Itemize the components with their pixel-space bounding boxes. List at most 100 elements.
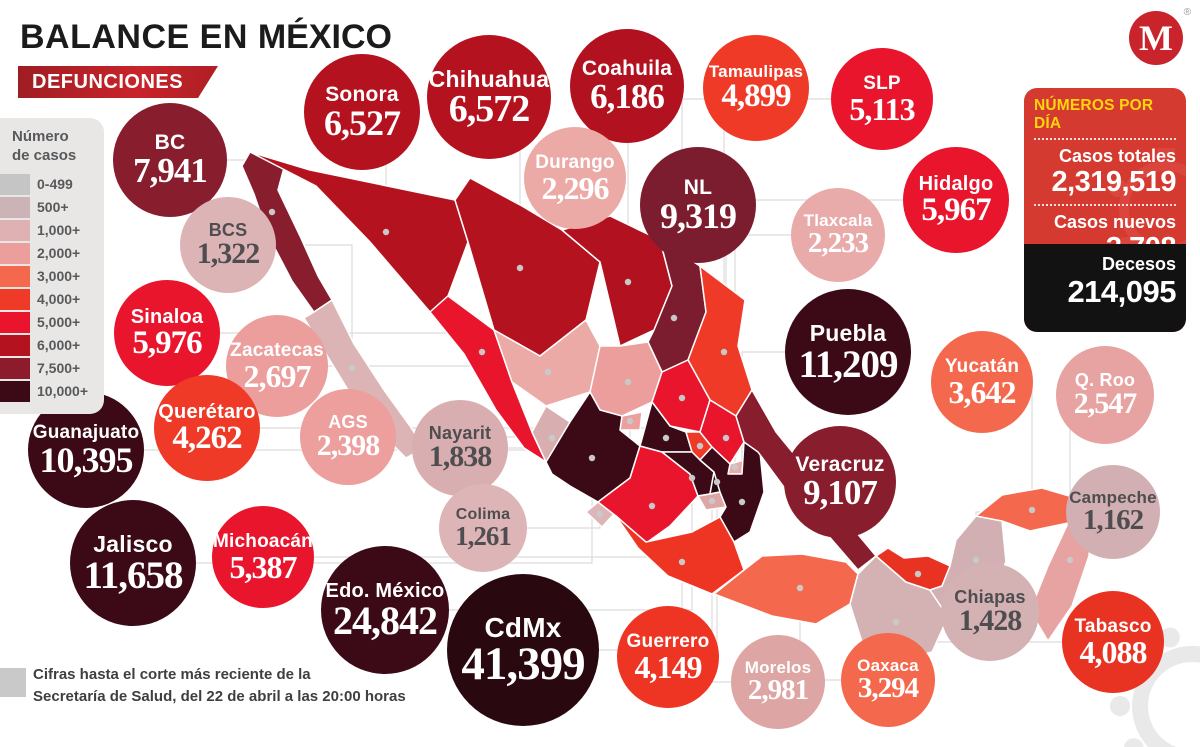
state-bubble: Campeche 1,162 [1066,465,1160,559]
state-name: Sinaloa [130,305,204,328]
legend-item: 1,000+ [0,219,104,241]
stats-row-label: Casos totales [1058,146,1176,166]
deaths-value: 214,095 [1067,274,1176,309]
state-name: Guerrero [626,630,710,652]
stats-panel: NÚMEROS POR DÍA Casos totales 2,319,519 Ca… [1024,88,1186,332]
legend-label: 500+ [37,199,69,215]
leader-dot [688,474,696,482]
state-bubble: Nayarit 1,838 [412,400,508,496]
leader-dot [478,348,486,356]
state-value: 5,387 [229,548,298,585]
dotted-divider [1034,138,1176,140]
state-value: 5,967 [921,191,991,228]
state-bubble: Chihuahua 6,572 [427,35,551,159]
legend-swatch [0,357,30,379]
leader-dot [722,434,730,442]
legend-swatch [0,196,30,218]
milenio-m-letter: M [1139,18,1173,58]
state-name: Nayarit [428,423,492,444]
leader-dot [624,278,632,286]
state-bubble: BCS 1,322 [180,197,276,293]
legend-label: 4,000+ [37,291,81,307]
state-name: Chiapas [954,587,1026,608]
state-value: 2,981 [747,674,809,707]
state-bubble: AGS 2,398 [300,389,396,485]
state-name: Coahuila [581,57,673,81]
state-bubble: Jalisco 11,658 [70,500,196,626]
leader-dot [626,417,634,425]
leader-dot [1066,556,1074,564]
state-name: Hidalgo [918,172,994,195]
state-value: 2,296 [541,169,610,206]
leader-dot [662,434,670,442]
leader-dot [516,264,524,272]
legend-label: 7,500+ [37,360,81,376]
footnote: Cifras hasta el corte más reciente de la… [33,664,406,708]
state-value: 1,322 [196,237,260,271]
legend-label: 5,000+ [37,314,81,330]
leader-dot [914,570,922,578]
state-value: 1,838 [428,440,492,474]
leader-dot [382,228,390,236]
state-bubble: CdMx 41,399 [447,574,599,726]
leader-dot [596,510,604,518]
state-name: BC [154,131,186,155]
state-name: Tamaulipas [708,62,804,82]
state-value: 7,941 [133,151,208,191]
state-bubble: Coahuila 6,186 [570,29,684,143]
state-name: NL [683,175,713,199]
milenio-logo: M ® [1129,7,1191,67]
state-polygon [615,515,745,595]
state-bubble: Sonora 6,527 [304,54,420,170]
state-value: 11,209 [798,342,898,386]
stats-row-label: Casos nuevos [1053,211,1176,232]
deaths-label: Decesos [1101,254,1176,274]
footnote-line2: Secretaría de Salud, del 22 de abril a l… [33,687,406,705]
state-name: Guanajuato [32,421,140,443]
leader-dot [348,364,356,372]
state-bubble: Sinaloa 5,976 [114,280,220,386]
leader-dot [548,434,556,442]
state-value: 4,149 [634,648,703,685]
state-value: 5,113 [849,90,915,127]
footnote-square [0,668,26,697]
state-value: 1,261 [455,520,512,551]
state-value: 9,107 [803,473,878,513]
state-value: 11,658 [83,553,183,597]
state-name: SLP [863,72,901,94]
stats-row-value: 2,319,519 [1051,166,1176,198]
state-value: 1,162 [1082,504,1144,537]
leader-dot [544,368,552,376]
state-name: Puebla [809,320,887,347]
state-name: Morelos [744,658,812,678]
state-bubble: NL 9,319 [640,147,756,263]
state-name: Jalisco [93,531,173,558]
state-value: 3,642 [948,373,1017,410]
legend-swatch [0,265,30,287]
state-name: Querétaro [158,400,256,423]
state-bubble: Chiapas 1,428 [941,563,1039,661]
page-title-bold: MÉXICO [257,18,392,56]
state-value: 6,572 [448,88,530,131]
state-name: Michoacán [213,530,313,552]
state-name: Durango [535,151,615,173]
state-name: Tlaxcala [803,211,873,231]
state-name: Sonora [325,82,399,106]
legend-swatch [0,173,30,195]
registered-mark: ® [1183,7,1191,18]
leader-dot [648,502,656,510]
stats-header: NÚMEROS POR DÍA [1034,97,1154,132]
state-bubble: Michoacán 5,387 [212,506,314,608]
legend-swatch [0,311,30,333]
state-value: 2,233 [807,227,869,260]
state-bubble: SLP 5,113 [831,48,933,150]
state-bubble: Tabasco 4,088 [1062,591,1164,693]
leader-dot [670,314,678,322]
defunciones-badge: DEFUNCIONES [18,66,218,98]
state-polygon [545,391,641,503]
legend-rows: 0-499 500+ 1,000+ 2,000+ 3,000+ 4,000+ 5,000+ 6… [0,173,104,402]
state-value: 5,976 [132,324,202,361]
state-value: 41,399 [461,638,585,691]
